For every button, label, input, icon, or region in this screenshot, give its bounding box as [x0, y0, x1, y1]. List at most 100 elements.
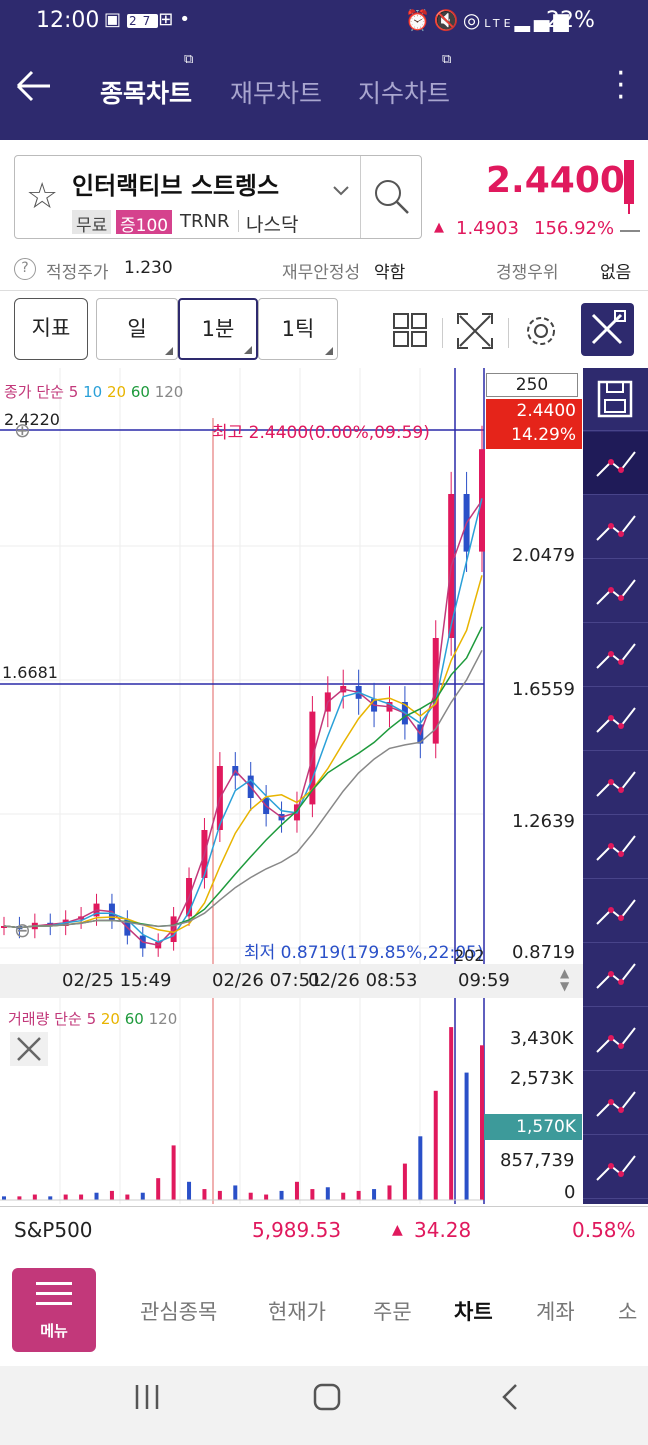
tab-stock-chart[interactable]: 종목차트 — [100, 79, 193, 108]
search-button[interactable] — [360, 156, 422, 238]
calendar-icon: 27 — [127, 14, 159, 28]
stability-label: 재무안정성 — [282, 263, 361, 283]
zoom-out-icon[interactable]: ⊖ — [14, 918, 31, 942]
close-icon — [17, 1037, 41, 1061]
tab-index-chart[interactable]: 지수차트 — [358, 79, 451, 108]
price-axis-tick: 1.2639 — [512, 811, 575, 832]
fair-price-label: 적정주가 — [46, 263, 109, 283]
stability-value: 약함 — [374, 263, 406, 283]
grid-layout-icon[interactable] — [392, 312, 428, 352]
x-axis-overlap-label: 202 — [454, 946, 485, 965]
competition-label: 경쟁우위 — [496, 263, 559, 283]
x-axis-label: 02/26 07:51 — [212, 970, 322, 991]
drawing-tools-button[interactable] — [581, 303, 634, 356]
close-volume-button[interactable] — [10, 1032, 48, 1066]
volume-bar — [2, 1196, 6, 1200]
nav-more[interactable]: 소 — [618, 1300, 638, 1324]
auto-trend-icon[interactable] — [583, 880, 648, 943]
volume-axis-tick: 3,430K — [510, 1028, 574, 1049]
gear-icon[interactable] — [522, 312, 560, 354]
volume-bar — [372, 1189, 377, 1200]
help-icon[interactable]: ? — [14, 258, 36, 280]
nav-watchlist[interactable]: 관심종목 — [140, 1300, 218, 1324]
divider — [238, 210, 239, 232]
nav-current-price[interactable]: 현재가 — [268, 1300, 326, 1324]
system-navigation-bar — [0, 1366, 648, 1445]
moving-average-line — [3, 498, 483, 943]
save-icon[interactable] — [583, 368, 648, 431]
eraser-icon[interactable] — [583, 432, 648, 495]
stock-name[interactable]: 인터랙티브 스트렝스 — [72, 172, 280, 200]
fan-tool-icon[interactable] — [583, 1008, 648, 1071]
fibonacci-tool-icon[interactable] — [583, 1072, 648, 1135]
period-day-button[interactable]: 일 — [96, 298, 178, 360]
period-minute-button[interactable]: 1분 — [178, 298, 258, 360]
volume-bar — [187, 1181, 192, 1200]
more-menu-icon[interactable]: · · · — [616, 56, 626, 115]
volume-bar — [387, 1185, 392, 1200]
status-bar — [0, 0, 648, 44]
line-tool-icon[interactable] — [583, 816, 648, 879]
volume-axis-tick: 857,739 — [500, 1150, 575, 1171]
period-minute-label: 1분 — [201, 317, 235, 341]
chart-panel[interactable] — [0, 368, 583, 1204]
legend-ma20: 20 — [106, 383, 127, 401]
last-price-tag-pct: 14.29% — [511, 425, 576, 445]
volume-bar — [125, 1194, 130, 1200]
zoom-in-icon[interactable]: ⊕ — [14, 418, 31, 442]
nav-account[interactable]: 계좌 — [536, 1300, 575, 1324]
left-price-label-mid: 1.6681 — [2, 663, 58, 682]
channel-tool-icon[interactable] — [583, 1136, 648, 1199]
price-change-percent: 156.92% — [534, 218, 615, 239]
link-icon: ⧉ — [442, 52, 452, 67]
nav-order[interactable]: 주문 — [373, 1300, 412, 1324]
home-icon[interactable] — [312, 1382, 342, 1420]
legend-vol20: 20 — [100, 1010, 120, 1028]
volume-bar — [233, 1185, 238, 1200]
volume-bar — [79, 1194, 84, 1200]
tab-financial-chart[interactable]: 재무차트 — [230, 79, 323, 108]
candle-body — [1, 926, 7, 928]
scroll-arrows-icon[interactable]: ▲ ▼ — [560, 966, 570, 993]
price-axis-tick: 0.8719 — [512, 942, 575, 963]
volume-bar — [171, 1145, 176, 1200]
back-arrow-icon[interactable] — [14, 66, 54, 116]
volume-bar — [310, 1189, 315, 1200]
index-ticker-bar[interactable] — [0, 1206, 648, 1252]
up-triangle-icon: ▲ — [392, 1222, 403, 1238]
last-price-tag: 2.4400 14.29% — [486, 399, 582, 449]
trend-tool-icon[interactable] — [583, 688, 648, 751]
moving-average-line — [3, 575, 483, 934]
recent-apps-icon[interactable] — [132, 1382, 162, 1420]
back-icon[interactable] — [496, 1382, 526, 1420]
index-percent: 0.58% — [572, 1218, 636, 1242]
favorite-star-icon[interactable]: ☆ — [26, 176, 59, 217]
bar-count-box[interactable]: 250 — [486, 373, 578, 397]
volume-bar — [356, 1190, 361, 1200]
legend-ma60: 60 — [130, 383, 150, 401]
period-tick-button[interactable]: 1틱 — [258, 298, 338, 360]
index-value: 5,989.53 — [252, 1218, 342, 1242]
price-legend: 종가 단순 5 10 20 60 120 — [4, 381, 183, 402]
price-axis-tick: 1.6559 — [512, 679, 575, 700]
price-chart — [0, 368, 485, 1204]
nav-chart[interactable]: 차트 — [454, 1300, 493, 1324]
search-icon — [375, 180, 409, 214]
volume-bar — [294, 1181, 299, 1200]
volume-legend: 거래량 단순 5 20 60 120 — [8, 1008, 177, 1029]
pattern-tool-icon[interactable] — [583, 752, 648, 815]
legend-ma10: 10 — [83, 383, 103, 401]
hcl-line-icon[interactable] — [583, 560, 648, 623]
volume-bar — [94, 1192, 99, 1200]
legend-vol5: 5 — [86, 1010, 97, 1028]
crosshair-tool-icon[interactable] — [583, 624, 648, 687]
volume-bar — [402, 1163, 407, 1200]
eraser-all-icon[interactable] — [583, 496, 648, 559]
arc-tool-icon[interactable] — [583, 944, 648, 1007]
divider — [442, 318, 443, 348]
x-axis-band — [0, 964, 583, 998]
volume-axis-tick: 0 — [564, 1182, 576, 1203]
indicator-button[interactable]: 지표 — [14, 298, 88, 360]
chevron-down-icon[interactable] — [332, 178, 350, 202]
fullscreen-icon[interactable] — [456, 312, 494, 354]
